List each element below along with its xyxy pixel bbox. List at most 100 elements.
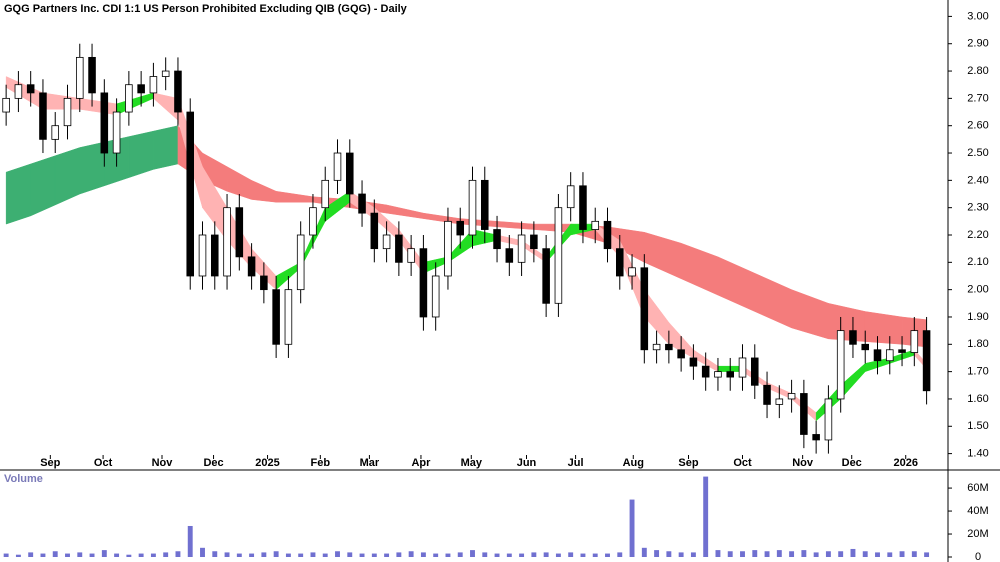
volume-bar xyxy=(52,551,58,557)
candle-body xyxy=(198,234,207,277)
y-tick-label: 0 xyxy=(975,551,981,562)
candle-body xyxy=(309,207,317,236)
candle-body xyxy=(493,229,501,250)
volume-bar xyxy=(3,553,9,557)
volume-bar xyxy=(740,551,745,557)
ribbon-segment xyxy=(128,130,154,178)
volume-title: Volume xyxy=(4,473,43,485)
candle-body xyxy=(738,357,747,378)
candle-body xyxy=(615,248,624,277)
y-tick-label: 2.80 xyxy=(967,65,988,77)
x-tick-label: Mar xyxy=(360,457,380,469)
volume-bar xyxy=(420,552,426,557)
volume-bar xyxy=(568,552,574,557)
volume-bar xyxy=(335,551,340,557)
ribbon-segment xyxy=(5,163,31,225)
x-tick-label: Apr xyxy=(411,457,431,469)
candle-body xyxy=(112,111,121,154)
volume-bar xyxy=(77,552,83,557)
volume-bar xyxy=(580,553,586,557)
candle-body xyxy=(63,97,72,127)
volume-bar xyxy=(163,552,169,557)
candle-body xyxy=(235,207,244,258)
candle-body xyxy=(395,234,403,263)
candle-body xyxy=(652,343,661,351)
y-tick-label: 2.70 xyxy=(967,92,988,104)
candle-body xyxy=(468,179,477,236)
candle-body xyxy=(321,179,330,209)
candle-body xyxy=(542,248,550,304)
candle-body xyxy=(174,70,182,113)
volume-bar xyxy=(200,547,205,557)
candle-body xyxy=(910,330,919,353)
volume-bar xyxy=(715,550,721,557)
volume-bar xyxy=(617,552,623,557)
candle-body xyxy=(689,357,698,367)
volume-bar xyxy=(875,552,880,557)
y-tick-label: 2.30 xyxy=(967,202,988,214)
volume-bar xyxy=(543,552,549,557)
volume-bar xyxy=(654,550,660,557)
candle-body xyxy=(873,349,882,362)
x-tick-label: 2026 xyxy=(893,457,917,469)
volume-bar xyxy=(322,553,328,557)
volume-bar xyxy=(150,553,156,557)
candle-body xyxy=(922,330,931,392)
x-tick-label: Jul xyxy=(568,457,584,469)
x-tick-label: Oct xyxy=(733,457,752,469)
y-tick-label: 2.90 xyxy=(967,38,988,50)
y-tick-label: 1.90 xyxy=(967,311,988,323)
volume-bar xyxy=(433,553,439,557)
volume-bar xyxy=(727,551,733,557)
candle-body xyxy=(775,398,784,405)
volume-bar xyxy=(175,551,181,557)
candle-body xyxy=(836,330,845,400)
candle-body xyxy=(579,185,587,230)
volume-bar xyxy=(862,551,868,557)
volume-bar xyxy=(470,550,475,557)
volume-bar xyxy=(298,553,304,557)
y-tick-label: 2.00 xyxy=(967,284,988,296)
volume-bar xyxy=(666,551,672,557)
x-tick-label: Nov xyxy=(792,457,814,469)
ribbon-segment xyxy=(864,311,903,345)
volume-bar xyxy=(629,499,635,557)
candle-body xyxy=(186,111,195,277)
candle-body xyxy=(161,70,170,77)
candle-body xyxy=(39,92,47,140)
volume-bar xyxy=(555,553,561,557)
candle-body xyxy=(345,152,354,195)
candle-body xyxy=(75,56,84,99)
volume-bar xyxy=(310,552,316,557)
candle-body xyxy=(419,248,428,318)
candle-body xyxy=(370,212,379,250)
candle-body xyxy=(812,434,820,441)
candle-body xyxy=(800,393,808,435)
y-tick-label: 40M xyxy=(967,505,988,517)
volume-bar xyxy=(285,553,291,557)
candle-body xyxy=(763,384,771,405)
volume-bar xyxy=(789,551,795,557)
y-tick-label: 2.60 xyxy=(967,120,988,132)
x-tick-label: 2025 xyxy=(255,457,279,469)
volume-bar xyxy=(703,476,709,557)
volume-bar xyxy=(678,552,684,557)
candle-body xyxy=(726,371,735,378)
candle-body xyxy=(554,207,563,304)
candle-body xyxy=(260,275,268,291)
volume-bar xyxy=(641,547,647,557)
candle-body xyxy=(296,234,305,291)
candle-body xyxy=(591,220,600,230)
volume-bar xyxy=(764,551,770,557)
volume-bar xyxy=(531,552,537,557)
candle-body xyxy=(480,179,489,230)
y-tick-label: 1.80 xyxy=(967,338,988,350)
candle-body xyxy=(530,234,538,250)
candle-body xyxy=(333,152,342,181)
volume-bar xyxy=(494,553,500,557)
y-tick-label: 2.10 xyxy=(967,256,988,268)
candle-body xyxy=(628,267,636,277)
volume-bar xyxy=(752,550,758,557)
volume-bar xyxy=(592,553,598,557)
